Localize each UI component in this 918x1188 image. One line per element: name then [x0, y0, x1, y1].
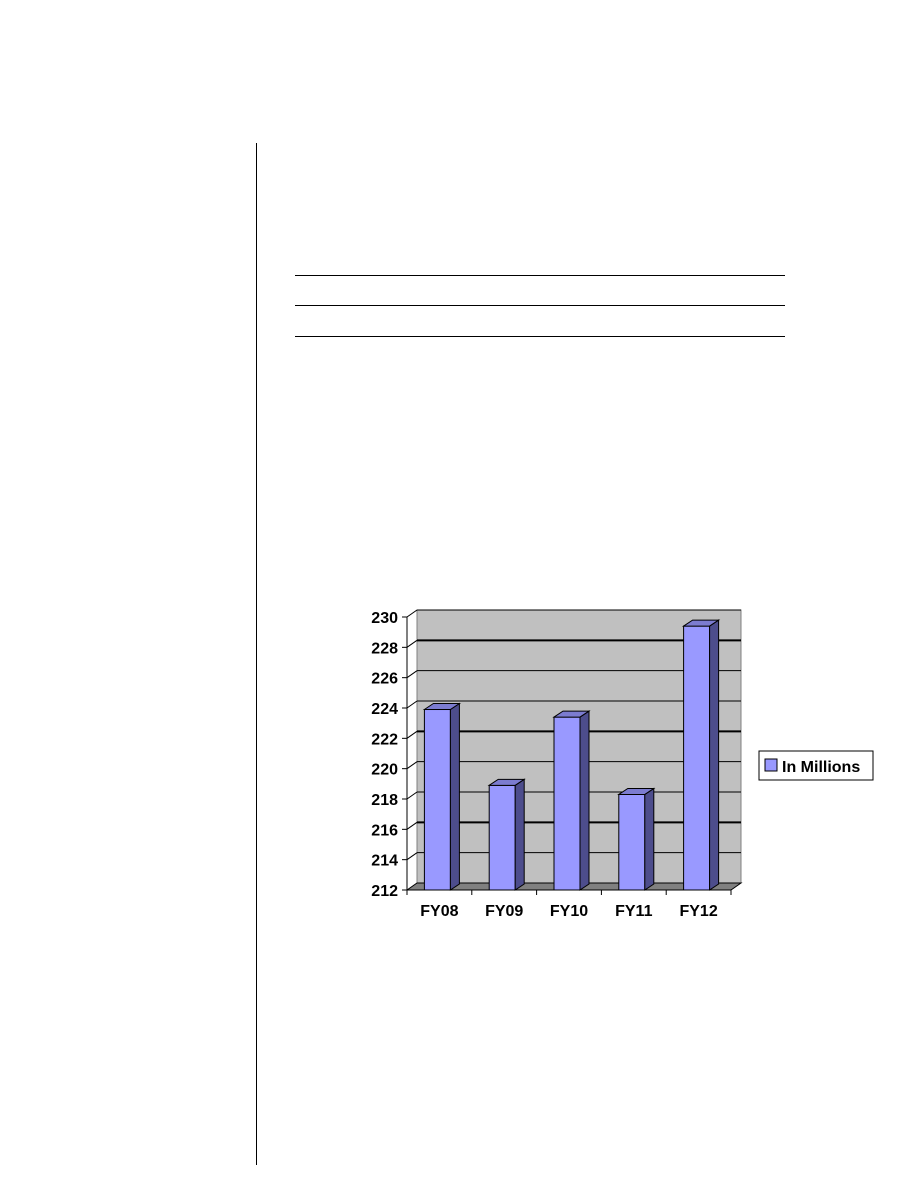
x-tick-label-FY09: FY09 — [485, 903, 523, 920]
bar-front-FY10 — [553, 716, 581, 891]
gridline-depth-216 — [406, 821, 418, 830]
bar-FY08 — [422, 702, 462, 891]
bar-front-FY12 — [683, 625, 711, 891]
gridline-depth-228 — [406, 639, 418, 648]
bar-top-FY08 — [422, 703, 462, 711]
gridline-depth-226 — [406, 670, 418, 679]
bar-top-FY12 — [681, 619, 721, 627]
horizontal-rule-1 — [295, 275, 785, 276]
legend: In Millions — [758, 750, 874, 781]
gridline-depth-230 — [406, 609, 418, 618]
legend-box — [758, 750, 874, 781]
y-tick-label-212: 212 — [371, 883, 398, 900]
gridline-depth-214 — [406, 852, 418, 861]
horizontal-rule-3 — [295, 336, 785, 337]
bar-side-FY08 — [449, 702, 460, 891]
gridline-depth-220 — [406, 761, 418, 770]
bar-front-FY09 — [488, 784, 516, 891]
y-tick-label-224: 224 — [371, 701, 398, 718]
y-tick-label-214: 214 — [371, 853, 398, 870]
gridline-depth-222 — [406, 730, 418, 739]
bar-top-FY11 — [617, 787, 656, 795]
y-tick-label-216: 216 — [371, 822, 398, 839]
gridline-depth-218 — [406, 791, 418, 800]
bar-side-FY12 — [709, 619, 720, 891]
bar-top-FY09 — [487, 778, 526, 786]
x-tick-label-FY11: FY11 — [615, 903, 652, 920]
x-tick-label-FY12: FY12 — [679, 903, 717, 920]
bar-top-FY10 — [552, 710, 591, 718]
y-tick-label-220: 220 — [371, 762, 398, 779]
legend-swatch — [764, 758, 778, 772]
bar-side-FY11 — [644, 787, 655, 891]
bar-front-FY08 — [423, 709, 451, 891]
bar-FY10 — [552, 710, 591, 891]
bar-side-FY10 — [579, 710, 590, 891]
bar-front-FY11 — [618, 793, 646, 891]
legend-label: In Millions — [782, 759, 860, 776]
page-margin-rule — [256, 143, 257, 1165]
x-tick-label-FY10: FY10 — [550, 903, 588, 920]
y-tick-label-230: 230 — [371, 610, 398, 627]
x-tick-labels: FY08 FY09 FY10 FY11 FY12 — [420, 903, 718, 920]
bar-side-FY09 — [514, 778, 525, 891]
bars — [422, 619, 721, 891]
bar-FY12 — [681, 619, 721, 891]
bar-FY09 — [487, 778, 526, 891]
y-tick-label-228: 228 — [371, 640, 398, 657]
horizontal-rule-2 — [295, 305, 785, 306]
y-tick-label-226: 226 — [371, 671, 398, 688]
x-tick-label-FY08: FY08 — [420, 903, 458, 920]
y-tick-label-218: 218 — [371, 792, 398, 809]
y-tick-label-222: 222 — [371, 731, 398, 748]
y-tick-labels: 212 214 216 218 220 222 224 226 228 230 — [371, 610, 398, 900]
bar-FY11 — [617, 787, 656, 891]
gridline-depth-224 — [406, 700, 418, 709]
